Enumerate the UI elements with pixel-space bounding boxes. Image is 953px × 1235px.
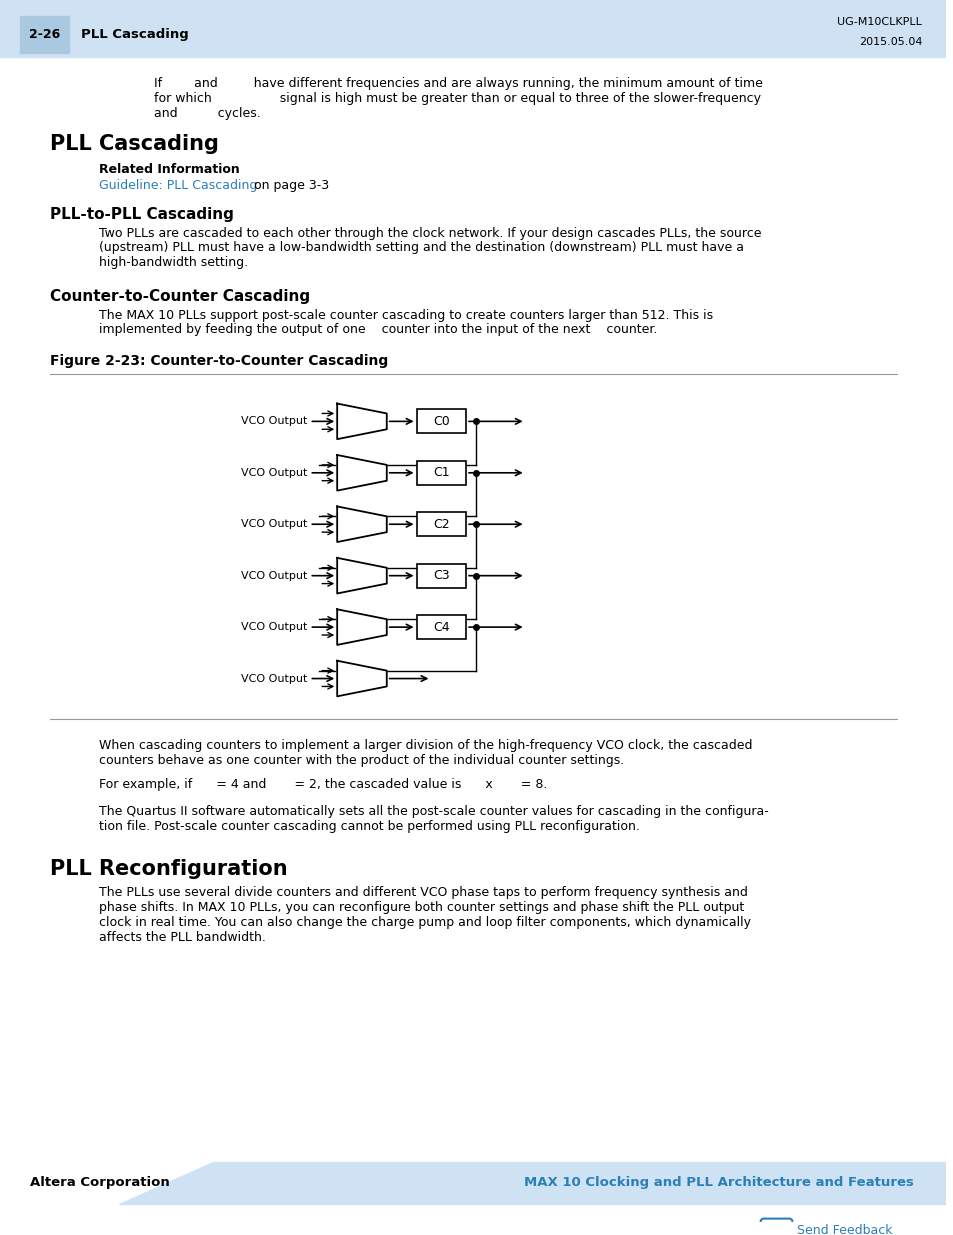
Text: VCO Output: VCO Output bbox=[241, 416, 307, 426]
Text: UG-M10CLKPLL: UG-M10CLKPLL bbox=[837, 17, 922, 27]
Polygon shape bbox=[336, 454, 386, 490]
Text: 2-26: 2-26 bbox=[29, 28, 60, 41]
Bar bbox=[416, 410, 466, 433]
Text: and          cycles.: and cycles. bbox=[153, 106, 260, 120]
Text: Guideline: PLL Cascading: Guideline: PLL Cascading bbox=[99, 179, 257, 191]
Polygon shape bbox=[336, 404, 386, 440]
Polygon shape bbox=[119, 1162, 945, 1204]
Text: VCO Output: VCO Output bbox=[241, 571, 307, 580]
Bar bbox=[416, 513, 466, 536]
Text: affects the PLL bandwidth.: affects the PLL bandwidth. bbox=[99, 931, 266, 944]
Text: VCO Output: VCO Output bbox=[241, 622, 307, 632]
Text: Altera Corporation: Altera Corporation bbox=[30, 1177, 170, 1189]
Text: (upstream) PLL must have a low-bandwidth setting and the destination (downstream: (upstream) PLL must have a low-bandwidth… bbox=[99, 241, 743, 254]
Text: Figure 2-23: Counter-to-Counter Cascading: Figure 2-23: Counter-to-Counter Cascadin… bbox=[50, 354, 388, 368]
Polygon shape bbox=[336, 506, 386, 542]
Bar bbox=[0, 0, 945, 57]
FancyBboxPatch shape bbox=[760, 1219, 792, 1235]
Text: high-bandwidth setting.: high-bandwidth setting. bbox=[99, 256, 248, 269]
Text: C4: C4 bbox=[433, 621, 449, 634]
Polygon shape bbox=[336, 661, 386, 697]
Text: Send Feedback: Send Feedback bbox=[797, 1224, 892, 1235]
Text: PLL Reconfiguration: PLL Reconfiguration bbox=[50, 858, 287, 878]
Text: PLL Cascading: PLL Cascading bbox=[81, 28, 189, 41]
Text: MAX 10 Clocking and PLL Architecture and Features: MAX 10 Clocking and PLL Architecture and… bbox=[524, 1177, 913, 1189]
Text: VCO Output: VCO Output bbox=[241, 673, 307, 683]
Text: Counter-to-Counter Cascading: Counter-to-Counter Cascading bbox=[50, 289, 310, 304]
Text: VCO Output: VCO Output bbox=[241, 468, 307, 478]
Text: Two PLLs are cascaded to each other through the clock network. If your design ca: Two PLLs are cascaded to each other thro… bbox=[99, 226, 760, 240]
Text: counters behave as one counter with the product of the individual counter settin: counters behave as one counter with the … bbox=[99, 753, 624, 767]
Bar bbox=[416, 461, 466, 484]
Text: VCO Output: VCO Output bbox=[241, 519, 307, 530]
Text: on page 3-3: on page 3-3 bbox=[250, 179, 329, 191]
Text: C2: C2 bbox=[433, 517, 449, 531]
Text: clock in real time. You can also change the charge pump and loop filter componen: clock in real time. You can also change … bbox=[99, 916, 750, 929]
Text: The Quartus II software automatically sets all the post-scale counter values for: The Quartus II software automatically se… bbox=[99, 805, 768, 818]
Text: PLL-to-PLL Cascading: PLL-to-PLL Cascading bbox=[50, 206, 233, 222]
Text: PLL Cascading: PLL Cascading bbox=[50, 133, 218, 153]
Bar bbox=[416, 564, 466, 588]
Polygon shape bbox=[336, 558, 386, 594]
Text: C3: C3 bbox=[433, 569, 449, 582]
Text: The PLLs use several divide counters and different VCO phase taps to perform fre: The PLLs use several divide counters and… bbox=[99, 887, 747, 899]
Text: phase shifts. In MAX 10 PLLs, you can reconfigure both counter settings and phas: phase shifts. In MAX 10 PLLs, you can re… bbox=[99, 902, 743, 914]
Text: Related Information: Related Information bbox=[99, 163, 239, 177]
Bar bbox=[20, 16, 70, 53]
Text: If        and         have different frequencies and are always running, the min: If and have different frequencies and ar… bbox=[153, 77, 761, 90]
Text: C1: C1 bbox=[433, 467, 449, 479]
Text: When cascading counters to implement a larger division of the high-frequency VCO: When cascading counters to implement a l… bbox=[99, 739, 752, 752]
Polygon shape bbox=[336, 609, 386, 645]
Text: tion file. Post-scale counter cascading cannot be performed using PLL reconfigur: tion file. Post-scale counter cascading … bbox=[99, 820, 639, 832]
Text: For example, if      = 4 and       = 2, the cascaded value is      x       = 8.: For example, if = 4 and = 2, the cascade… bbox=[99, 778, 547, 792]
Text: implemented by feeding the output of one    counter into the input of the next  : implemented by feeding the output of one… bbox=[99, 324, 657, 336]
Text: for which                 signal is high must be greater than or equal to three : for which signal is high must be greater… bbox=[153, 91, 760, 105]
Text: 2015.05.04: 2015.05.04 bbox=[858, 37, 922, 47]
Text: C0: C0 bbox=[433, 415, 449, 427]
Bar bbox=[416, 615, 466, 638]
Text: The MAX 10 PLLs support post-scale counter cascading to create counters larger t: The MAX 10 PLLs support post-scale count… bbox=[99, 309, 713, 321]
